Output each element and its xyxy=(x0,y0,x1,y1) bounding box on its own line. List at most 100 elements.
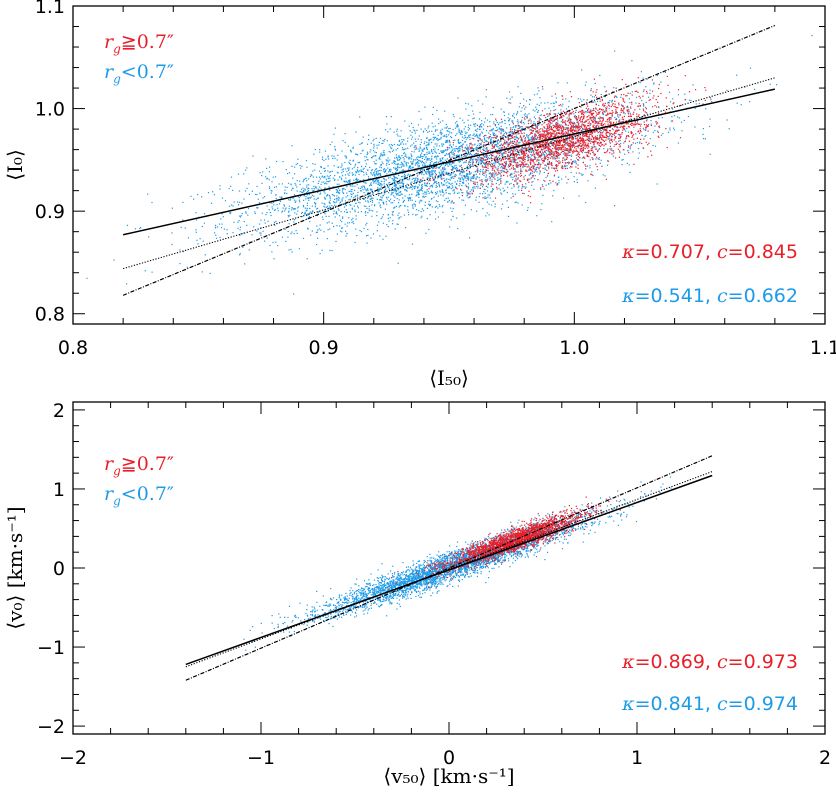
scatter-point xyxy=(418,148,420,150)
scatter-point xyxy=(434,180,436,182)
scatter-point xyxy=(328,158,330,160)
scatter-point xyxy=(591,157,593,159)
scatter-point xyxy=(302,237,305,239)
scatter-point xyxy=(491,179,493,181)
scatter-point xyxy=(303,179,305,181)
scatter-point xyxy=(454,149,456,151)
scatter-point xyxy=(576,117,578,119)
scatter-point xyxy=(505,131,507,133)
scatter-point xyxy=(556,118,558,120)
scatter-point xyxy=(330,171,332,173)
scatter-point xyxy=(660,134,662,136)
scatter-point xyxy=(550,141,552,143)
scatter-point xyxy=(441,143,443,145)
scatter-point xyxy=(359,143,361,145)
scatter-point xyxy=(441,206,443,208)
scatter-point xyxy=(503,133,505,135)
scatter-point xyxy=(538,124,540,126)
scatter-point xyxy=(596,100,599,102)
scatter-point xyxy=(405,186,407,188)
scatter-point xyxy=(608,119,610,121)
scatter-point xyxy=(356,169,358,171)
scatter-point xyxy=(360,190,362,192)
scatter-point xyxy=(531,140,533,142)
scatter-point xyxy=(486,201,488,203)
scatter-point xyxy=(340,178,343,180)
scatter-point xyxy=(678,117,681,119)
scatter-point xyxy=(326,180,328,182)
scatter-point xyxy=(503,156,505,158)
scatter-point xyxy=(466,173,468,175)
scatter-point xyxy=(581,174,583,176)
scatter-point xyxy=(416,181,418,183)
scatter-point xyxy=(312,190,314,192)
scatter-point xyxy=(517,165,519,167)
scatter-point xyxy=(423,191,426,193)
scatter-point xyxy=(416,194,418,196)
scatter-point xyxy=(363,174,365,176)
scatter-point xyxy=(294,173,296,175)
scatter-point xyxy=(456,126,458,128)
scatter-point xyxy=(438,183,440,185)
scatter-point xyxy=(616,96,618,98)
scatter-point xyxy=(201,225,203,228)
scatter-point xyxy=(432,179,434,181)
scatter-point xyxy=(402,197,404,199)
scatter-point xyxy=(454,165,456,167)
scatter-point xyxy=(442,145,444,147)
scatter-point xyxy=(357,162,359,164)
scatter-point xyxy=(309,216,311,218)
scatter-point xyxy=(592,151,594,153)
scatter-point xyxy=(533,141,535,143)
scatter-point xyxy=(598,134,601,136)
scatter-point xyxy=(243,232,245,234)
scatter-point xyxy=(361,187,363,189)
scatter-point xyxy=(456,166,458,168)
scatter-point xyxy=(411,158,413,160)
scatter-point xyxy=(574,161,576,163)
scatter-point xyxy=(265,158,267,160)
scatter-point xyxy=(449,127,451,129)
scatter-point xyxy=(328,176,330,178)
scatter-point xyxy=(582,129,584,131)
scatter-point xyxy=(596,123,599,125)
scatter-point xyxy=(571,166,573,168)
scatter-point xyxy=(409,199,411,201)
scatter-point xyxy=(398,212,400,214)
scatter-point xyxy=(624,153,626,155)
scatter-point xyxy=(515,162,517,164)
scatter-point xyxy=(398,194,400,196)
scatter-point xyxy=(358,173,360,176)
scatter-point xyxy=(566,120,568,122)
scatter-point xyxy=(266,167,268,169)
scatter-point xyxy=(398,155,400,157)
scatter-point xyxy=(427,190,429,192)
scatter-point xyxy=(354,163,357,165)
scatter-point xyxy=(417,194,420,196)
scatter-point xyxy=(437,201,439,203)
scatter-point xyxy=(527,135,529,137)
scatter-point xyxy=(374,175,376,177)
scatter-point xyxy=(728,128,730,130)
scatter-point xyxy=(580,126,583,128)
scatter-point xyxy=(422,172,424,174)
scatter-point xyxy=(193,198,195,200)
scatter-point xyxy=(372,150,375,152)
scatter-point xyxy=(394,206,396,208)
scatter-point xyxy=(342,217,344,219)
scatter-point xyxy=(496,179,498,182)
scatter-point xyxy=(633,163,635,165)
scatter-point xyxy=(242,246,244,248)
scatter-point xyxy=(456,120,458,123)
scatter-point xyxy=(492,152,494,154)
scatter-point xyxy=(604,110,606,112)
scatter-point xyxy=(524,159,526,161)
scatter-point xyxy=(444,199,446,201)
scatter-point xyxy=(572,110,574,113)
scatter-point xyxy=(586,136,588,138)
scatter-point xyxy=(433,163,435,165)
scatter-point xyxy=(535,135,537,137)
scatter-point xyxy=(621,159,623,161)
scatter-point xyxy=(641,99,643,102)
scatter-point xyxy=(473,173,475,176)
